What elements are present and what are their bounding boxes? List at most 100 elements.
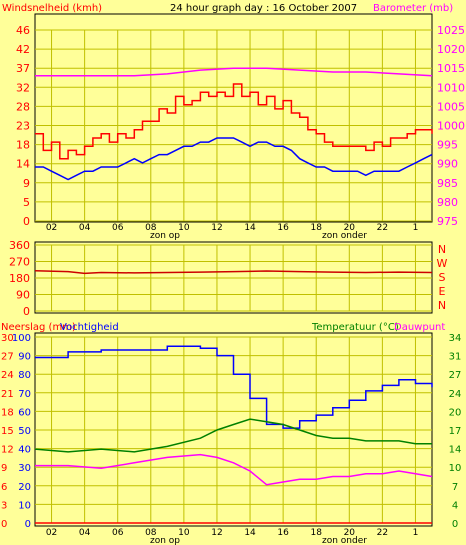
dewpoint-label: Dauwpunt <box>394 322 445 333</box>
rain-tick-label: 15 <box>1 426 14 437</box>
rain-label: Neerslag (mm) <box>1 322 76 333</box>
humidity-line <box>35 345 433 429</box>
temperature-tick-label: 27 <box>449 370 462 381</box>
humidity-tick-label: 80 <box>18 370 31 381</box>
wind-y-tick-label: 42 <box>16 43 30 56</box>
compass-letter: W <box>437 257 448 270</box>
temperature-tick-label: 24 <box>449 389 462 400</box>
temperature-label: Temperatuur (°C) <box>311 322 399 333</box>
barometer-tick-label: 975 <box>437 215 458 228</box>
wind-left-label: Windsnelheid (kmh) <box>2 3 102 14</box>
sunrise-label-2: zon op <box>150 536 180 545</box>
wind-y-tick-label: 0 <box>23 215 30 228</box>
temp-x-tick-label: 18 <box>310 528 322 538</box>
humidity-tick-label: 10 <box>18 500 31 511</box>
temp-x-tick-label: 02 <box>46 528 57 538</box>
wind-y-tick-label: 32 <box>16 81 30 94</box>
humidity-tick-label: 40 <box>18 445 31 456</box>
wind-y-tick-label: 5 <box>23 196 30 209</box>
wind-y-tick-label: 23 <box>16 120 30 133</box>
wind-y-axis-labels: 0 5 9 14 18 23 28 32 37 42 46 <box>16 24 30 228</box>
temperature-tick-label: 14 <box>449 445 462 456</box>
compass-letter: N <box>438 299 446 312</box>
wind-x-tick-label: 02 <box>46 223 57 233</box>
direction-series-group <box>34 269 433 275</box>
temp-x-tick-label: 06 <box>112 528 124 538</box>
barometer-tick-label: 1025 <box>437 24 465 37</box>
wind-y-tick-label: 9 <box>23 177 30 190</box>
rain-axis-labels: 0 3 6 9 12 15 18 21 24 27 30 <box>1 333 14 530</box>
wind-x-tick-label: 06 <box>112 223 124 233</box>
direction-tick-label: 270 <box>9 256 30 269</box>
rain-tick-label: 9 <box>1 463 7 474</box>
wind-gridlines <box>35 29 432 222</box>
direction-tick-label: 90 <box>16 289 30 302</box>
direction-y-axis-labels: 0 90 180 270 360 <box>9 239 30 318</box>
rain-tick-label: 24 <box>1 370 14 381</box>
direction-tick-label: 0 <box>23 305 30 318</box>
rain-tick-label: 27 <box>1 352 14 363</box>
barometer-tick-label: 1015 <box>437 62 465 75</box>
graph-title: 24 hour graph day : 16 October 2007 <box>170 3 357 14</box>
wind-average-line <box>35 137 433 181</box>
temperature-tick-label: 20 <box>449 407 462 418</box>
barometer-tick-label: 995 <box>437 139 458 152</box>
wind-x-tick-label: 12 <box>211 223 222 233</box>
temp-series-group <box>34 345 433 524</box>
temperature-tick-label: 31 <box>449 352 462 363</box>
wind-x-tick-label: 1 <box>413 223 419 233</box>
sunset-label-2: zon onder <box>322 536 367 545</box>
wind-y-tick-label: 37 <box>16 62 30 75</box>
humidity-tick-label: 100 <box>12 333 31 344</box>
wind-y-tick-label: 28 <box>16 100 30 113</box>
temp-x-axis-labels: 02 04 06 08 10 12 14 16 18 20 22 1 <box>46 528 419 538</box>
temp-x-tick-label: 10 <box>178 528 190 538</box>
barometer-axis-labels: 975 980 985 990 995 1000 1005 1010 1015 1020 1025 <box>437 24 465 228</box>
direction-tick-label: 360 <box>9 239 30 252</box>
wind-series-group <box>35 67 433 181</box>
wind-x-tick-label: 14 <box>244 223 256 233</box>
compass-letter: E <box>439 285 446 298</box>
humidity-tick-label: 20 <box>18 482 31 493</box>
wind-y-tick-label: 14 <box>16 158 30 171</box>
temp-x-tick-label: 20 <box>344 528 356 538</box>
barometer-tick-label: 985 <box>437 177 458 190</box>
sunrise-label: zon op <box>150 231 180 241</box>
wind-x-tick-label: 10 <box>178 223 190 233</box>
sunset-label: zon onder <box>322 231 367 241</box>
rain-tick-label: 0 <box>1 519 7 530</box>
barometer-tick-label: 1010 <box>437 81 465 94</box>
temp-x-tick-label: 22 <box>377 528 388 538</box>
wind-plot-frame <box>34 13 433 223</box>
rain-tick-label: 21 <box>1 389 14 400</box>
humidity-label: Vochtigheid <box>60 322 119 333</box>
wind-x-tick-label: 18 <box>310 223 322 233</box>
temp-x-tick-label: 1 <box>413 528 419 538</box>
wind-panel: Windsnelheid (kmh) 24 hour graph day : 1… <box>2 3 465 241</box>
direction-gridlines <box>35 244 432 312</box>
rain-tick-label: 30 <box>1 333 14 344</box>
compass-letter: S <box>439 271 446 284</box>
barometer-tick-label: 1005 <box>437 100 465 113</box>
rain-tick-label: 3 <box>1 500 7 511</box>
humidity-tick-label: 60 <box>18 407 31 418</box>
humidity-tick-label: 90 <box>18 352 31 363</box>
temperature-tick-label: 4 <box>452 500 458 511</box>
temperature-line <box>34 418 432 453</box>
temperature-tick-label: 34 <box>449 333 462 344</box>
barometer-tick-label: 980 <box>437 196 458 209</box>
barometer-label: Barometer (mb) <box>373 3 453 14</box>
wind-y-tick-label: 18 <box>16 139 30 152</box>
temperature-axis-labels: 0 4 7 10 14 17 20 24 27 31 34 <box>449 333 462 530</box>
temp-x-tick-label: 12 <box>211 528 222 538</box>
humidity-tick-label: 0 <box>25 519 31 530</box>
temp-x-tick-label: 04 <box>79 528 91 538</box>
barometer-tick-label: 1000 <box>437 120 465 133</box>
dewpoint-line <box>35 453 433 486</box>
temp-x-tick-label: 08 <box>145 528 157 538</box>
temperature-tick-label: 17 <box>449 426 462 437</box>
wind-x-tick-label: 20 <box>344 223 356 233</box>
temperature-tick-label: 7 <box>452 482 458 493</box>
